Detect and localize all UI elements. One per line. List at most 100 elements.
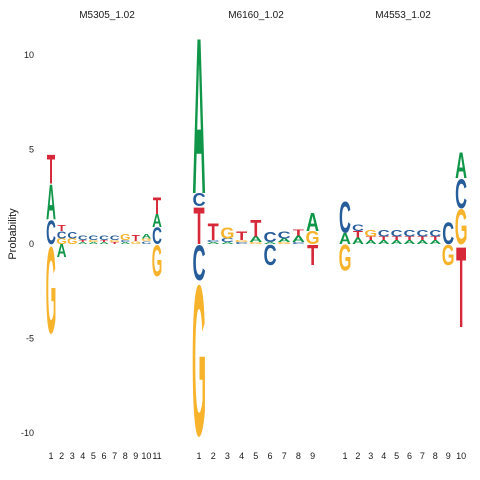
logo-letter-G: G bbox=[220, 224, 234, 242]
logo-letter-C: C bbox=[46, 212, 56, 251]
x-tick-label: 5 bbox=[394, 451, 399, 461]
logo-column: AGC bbox=[88, 235, 99, 245]
logo-letter-A: A bbox=[339, 230, 351, 248]
x-tick-label: 10 bbox=[141, 451, 151, 461]
logo-letter-C: C bbox=[235, 242, 248, 245]
logo-letter-G: G bbox=[131, 241, 142, 245]
x-tick-label: 8 bbox=[433, 451, 438, 461]
panel-title: M4553_1.02 bbox=[375, 10, 431, 21]
logo-letter-A: A bbox=[292, 234, 305, 244]
logo-letter-A: A bbox=[352, 236, 364, 246]
logo-letter-T: T bbox=[250, 216, 261, 242]
y-axis-title: Probability bbox=[7, 208, 19, 260]
logo-column: ATC bbox=[78, 235, 88, 245]
logo-letter-C: C bbox=[57, 229, 67, 241]
x-tick-label: 9 bbox=[446, 451, 451, 461]
logo-letter-G: G bbox=[455, 198, 468, 254]
logo-letter-A: A bbox=[221, 242, 235, 245]
logo-panel: M6160_1.02TCACG1ACT2ACG3CGT4GAT5ACC6GAC7… bbox=[192, 0, 320, 480]
logo-letter-G: G bbox=[109, 240, 120, 243]
logo-letter-T: T bbox=[366, 235, 377, 241]
y-tick-label: 5 bbox=[29, 145, 34, 155]
logo-column: ATG bbox=[364, 228, 377, 245]
logo-letter-A: A bbox=[192, 0, 205, 241]
logo-letter-A: A bbox=[142, 233, 152, 240]
logo-column: ATC bbox=[404, 228, 416, 245]
logo-panel: M5305_1.02CATG1GCTA2GC3ATC4AGC5ATC6TGC7A… bbox=[46, 10, 163, 461]
logo-letter-C: C bbox=[67, 231, 78, 241]
logo-column: TGC bbox=[109, 235, 120, 245]
logo-column: CAT bbox=[292, 228, 305, 244]
logo-letter-A: A bbox=[99, 242, 109, 245]
y-tick-label: -5 bbox=[26, 334, 34, 344]
x-tick-label: 4 bbox=[239, 451, 244, 461]
logo-letter-A: A bbox=[455, 146, 467, 187]
x-tick-label: 6 bbox=[267, 451, 272, 461]
logo-letter-G: G bbox=[235, 240, 249, 243]
x-tick-label: 2 bbox=[355, 451, 360, 461]
panel-title: M5305_1.02 bbox=[79, 10, 135, 21]
y-tick-label: 0 bbox=[29, 239, 34, 249]
logo-letter-T: T bbox=[132, 235, 141, 244]
logo-letter-G: G bbox=[192, 242, 206, 480]
logo-letter-G: G bbox=[364, 228, 377, 238]
logo-letter-A: A bbox=[378, 239, 390, 245]
logo-letter-G: G bbox=[152, 236, 163, 286]
x-tick-label: 6 bbox=[407, 451, 412, 461]
logo-letter-A: A bbox=[57, 241, 67, 261]
logo-letter-C: C bbox=[278, 230, 291, 241]
logo-letter-G: G bbox=[56, 238, 67, 247]
logo-letter-A: A bbox=[416, 239, 428, 245]
logo-letter-C: C bbox=[221, 237, 235, 243]
logo-letter-T: T bbox=[208, 220, 219, 246]
logo-column: CGT bbox=[235, 230, 249, 244]
logo-column: CGA bbox=[141, 233, 152, 245]
x-tick-label: 1 bbox=[342, 451, 347, 461]
logo-letter-A: A bbox=[404, 239, 416, 245]
logo-letter-G: G bbox=[141, 238, 152, 242]
logo-letter-C: C bbox=[142, 241, 152, 245]
logo-letter-A: A bbox=[46, 174, 56, 230]
y-tick-label: 10 bbox=[24, 50, 34, 60]
x-tick-label: 4 bbox=[381, 451, 386, 461]
logo-letter-C: C bbox=[378, 228, 390, 238]
logo-letter-C: C bbox=[263, 240, 276, 272]
logo-letter-C: C bbox=[89, 235, 99, 242]
logo-letter-C: C bbox=[292, 242, 305, 245]
logo-letter-A: A bbox=[207, 242, 221, 245]
logo-letter-G: G bbox=[277, 242, 291, 245]
logo-column: ATC bbox=[352, 223, 364, 247]
logo-column: GAT bbox=[306, 208, 320, 272]
x-tick-label: 10 bbox=[456, 451, 466, 461]
logo-column: ACT bbox=[207, 220, 221, 246]
logo-letter-C: C bbox=[263, 230, 276, 246]
logo-letter-T: T bbox=[47, 146, 55, 193]
logo-column: ACG bbox=[339, 194, 352, 279]
logo-letter-G: G bbox=[88, 240, 99, 243]
x-tick-label: 9 bbox=[133, 451, 138, 461]
logo-column: GC bbox=[67, 231, 78, 246]
logo-letter-G: G bbox=[339, 238, 352, 279]
logo-column: ACG bbox=[120, 234, 131, 245]
x-tick-label: 8 bbox=[296, 451, 301, 461]
y-axis: -10 -5 0 5 10 bbox=[21, 50, 34, 438]
x-tick-label: 3 bbox=[70, 451, 75, 461]
logo-letter-A: A bbox=[120, 242, 130, 245]
logo-panel: M4553_1.02ACG1ATC2ATG3ATC4ATC5ATC6ATC7AT… bbox=[339, 10, 468, 461]
logo-column: ATC bbox=[378, 228, 390, 245]
logo-letter-T: T bbox=[456, 224, 466, 353]
logo-letter-C: C bbox=[192, 235, 205, 291]
logo-letter-C: C bbox=[207, 240, 220, 243]
logo-letter-A: A bbox=[391, 239, 403, 245]
x-tick-label: 7 bbox=[420, 451, 425, 461]
logo-letter-C: C bbox=[192, 189, 205, 210]
logo-letter-A: A bbox=[278, 237, 292, 243]
logo-letter-T: T bbox=[293, 228, 305, 237]
logo-letter-C: C bbox=[352, 223, 364, 233]
logo-letter-C: C bbox=[416, 228, 428, 238]
logo-column: ATC bbox=[416, 228, 428, 245]
